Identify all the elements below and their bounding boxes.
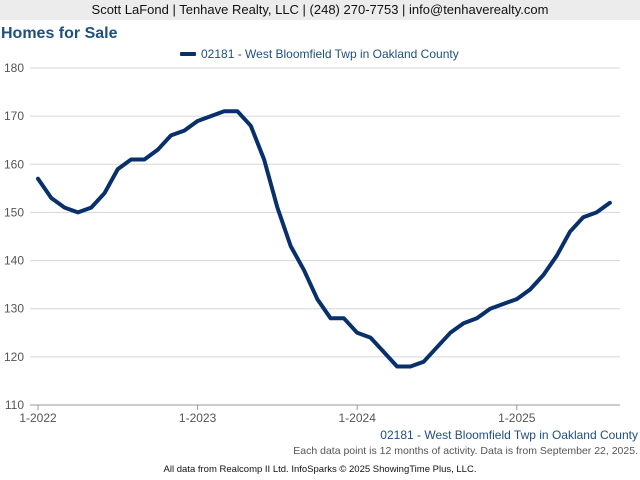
- footer-note: Each data point is 12 months of activity…: [293, 445, 638, 457]
- x-tick-labels: 1-2022 1-2023 1-2024 1-2025: [19, 411, 535, 425]
- footer-source: All data from Realcomp II Ltd. InfoSpark…: [163, 464, 477, 475]
- y-tick-labels: 110 120 130 140 150 160 170 180: [4, 61, 24, 412]
- legend[interactable]: 02181 - West Bloomfield Twp in Oakland C…: [180, 45, 459, 63]
- legend-swatch: [180, 52, 196, 56]
- x-tick-label: 1-2024: [339, 411, 377, 425]
- y-tick-label: 130: [4, 302, 24, 316]
- y-tick-label: 170: [4, 109, 24, 123]
- footer-series-label: 02181 - West Bloomfield Twp in Oakland C…: [380, 428, 638, 442]
- legend-label: 02181 - West Bloomfield Twp in Oakland C…: [201, 47, 459, 61]
- chart-title: Homes for Sale: [1, 25, 118, 42]
- x-tick-label: 1-2022: [19, 411, 57, 425]
- y-tick-label: 140: [4, 254, 24, 268]
- axes: [30, 404, 620, 410]
- y-tick-label: 160: [4, 157, 24, 171]
- y-tick-label: 150: [4, 205, 24, 219]
- x-tick-label: 1-2025: [498, 411, 536, 425]
- x-tick-label: 1-2023: [179, 411, 217, 425]
- y-tick-label: 180: [4, 61, 24, 75]
- y-tick-label: 110: [5, 398, 24, 412]
- contact-header: Scott LaFond | Tenhave Realty, LLC | (24…: [0, 0, 640, 20]
- series-lines: [36, 109, 612, 369]
- series-line-0[interactable]: [36, 109, 612, 369]
- y-tick-label: 120: [4, 350, 24, 364]
